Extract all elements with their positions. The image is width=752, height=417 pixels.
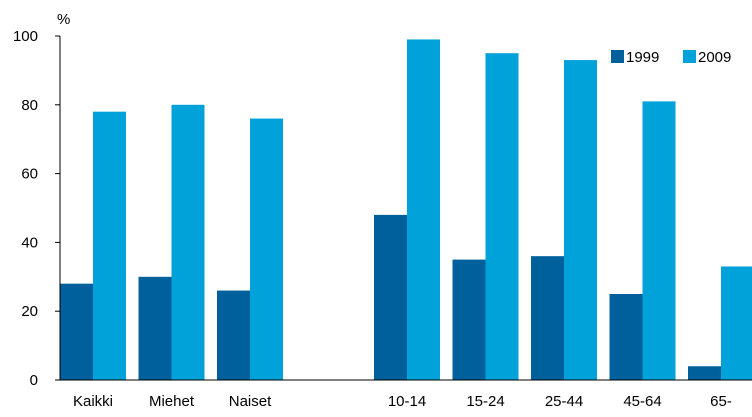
bar-Miehet-1999 <box>138 276 172 380</box>
x-tick-label: 25-44 <box>545 393 583 410</box>
bar-10-14-1999 <box>374 214 407 380</box>
bar-25-44-2009 <box>564 60 597 381</box>
x-tick-label: 45-64 <box>623 393 661 410</box>
y-ticks-group: 0 20 40 60 80 100 <box>13 28 60 389</box>
bar-15-24-2009 <box>485 53 519 380</box>
legend: 1999 2009 <box>611 49 731 66</box>
bars-group <box>60 39 752 381</box>
x-tick-label: 15-24 <box>466 393 504 410</box>
x-tick-label: 10-14 <box>388 393 426 410</box>
bar-Kaikki-1999 <box>60 283 93 380</box>
x-tick-label: Naiset <box>229 393 272 410</box>
y-axis-label: % <box>57 11 70 28</box>
y-tick-label: 40 <box>21 234 38 251</box>
x-tick-label: 65- <box>710 393 732 410</box>
bar-25-44-1999 <box>531 256 564 380</box>
y-tick-label: 20 <box>21 303 38 320</box>
y-tick-label: 80 <box>21 97 38 114</box>
bar-Kaikki-2009 <box>93 111 126 381</box>
x-tick-label: Kaikki <box>73 393 113 410</box>
legend-swatch-2009 <box>683 50 696 63</box>
y-tick-label: 100 <box>13 28 38 45</box>
bar-Miehet-2009 <box>171 104 205 381</box>
y-tick-label: 0 <box>30 372 38 389</box>
legend-label-2009: 2009 <box>698 49 731 66</box>
legend-swatch-1999 <box>611 50 624 63</box>
y-tick-label: 60 <box>21 166 38 183</box>
bar-10-14-2009 <box>407 39 440 380</box>
bar-Naiset-1999 <box>217 290 250 380</box>
bar-45-64-2009 <box>642 101 676 381</box>
legend-label-1999: 1999 <box>626 49 659 66</box>
bar-45-64-1999 <box>609 294 643 380</box>
bar-15-24-1999 <box>452 259 486 380</box>
x-labels-group: Kaikki Miehet Naiset 10-14 15-24 25-44 45-64 65… <box>73 393 732 410</box>
x-tick-label: Miehet <box>149 393 195 410</box>
bar-65--1999 <box>688 366 721 380</box>
bar-Naiset-2009 <box>250 118 283 380</box>
bar-65--2009 <box>721 266 752 380</box>
